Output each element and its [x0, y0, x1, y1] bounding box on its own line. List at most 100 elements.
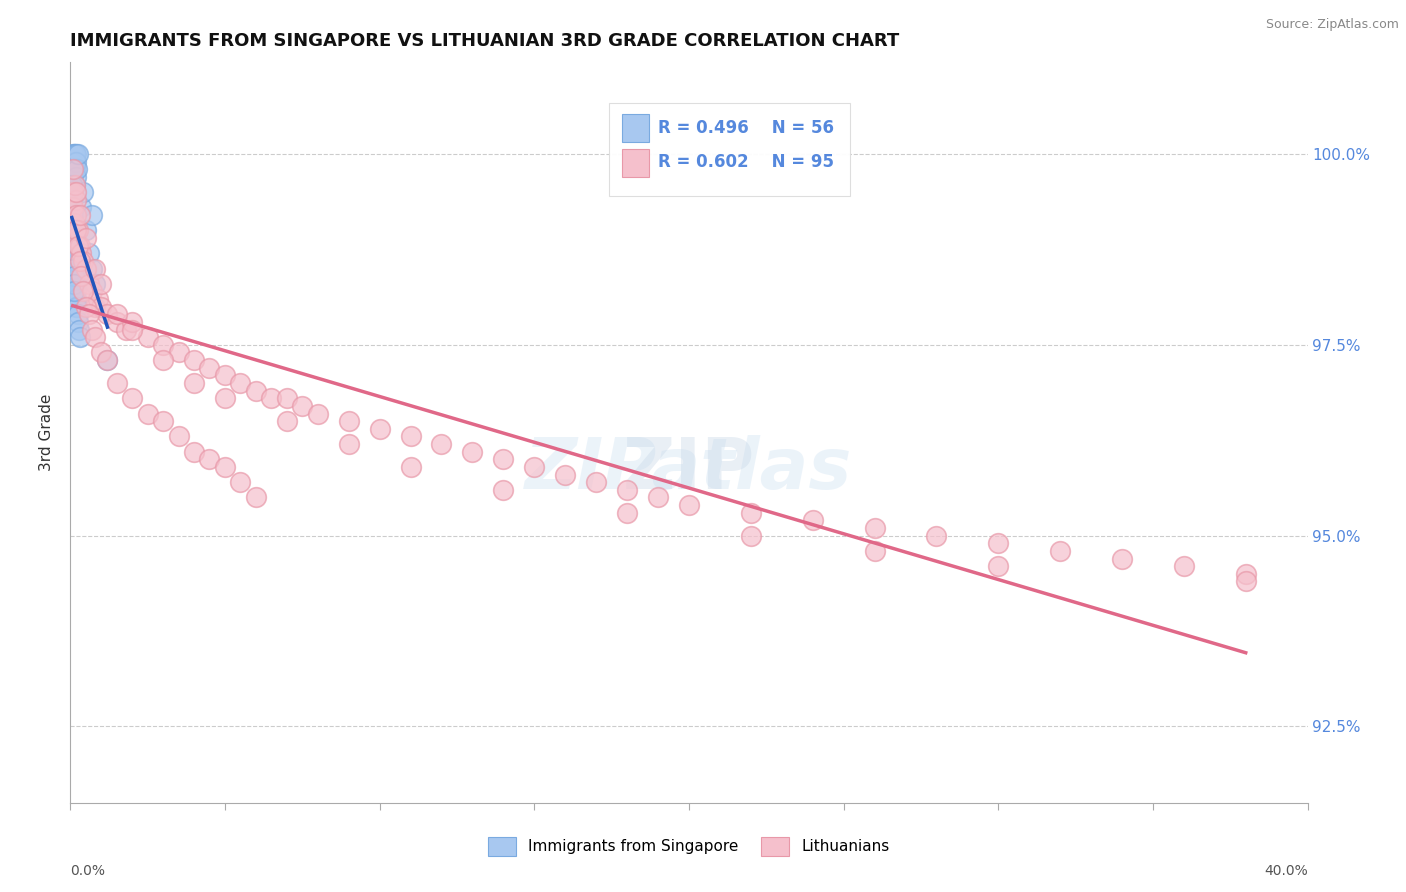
Point	[66, 162, 89, 177]
Point	[167, 429, 190, 443]
Point	[70, 201, 93, 215]
Point	[60, 193, 83, 207]
Point	[72, 285, 94, 299]
Point	[80, 322, 103, 336]
Point	[307, 407, 329, 421]
Point	[1234, 574, 1257, 589]
Point	[152, 414, 174, 428]
Point	[229, 475, 252, 490]
Point	[65, 285, 87, 299]
Point	[63, 285, 86, 299]
Point	[214, 460, 236, 475]
Point	[62, 162, 84, 177]
Point	[87, 292, 110, 306]
Point	[90, 277, 112, 291]
Y-axis label: 3rd Grade: 3rd Grade	[39, 394, 55, 471]
Point	[65, 269, 87, 284]
Point	[183, 376, 205, 390]
Point	[925, 529, 948, 543]
Text: R = 0.602    N = 95: R = 0.602 N = 95	[658, 153, 834, 171]
Point	[801, 513, 824, 527]
Point	[1049, 544, 1071, 558]
Point	[62, 201, 84, 215]
Point	[616, 483, 638, 497]
Point	[554, 467, 576, 482]
Point	[245, 491, 267, 505]
Point	[863, 544, 886, 558]
Point	[96, 307, 118, 321]
Point	[461, 444, 484, 458]
Point	[368, 422, 391, 436]
Point	[115, 322, 138, 336]
Legend: Immigrants from Singapore, Lithuanians: Immigrants from Singapore, Lithuanians	[482, 831, 896, 862]
Point	[67, 223, 90, 237]
Point	[152, 353, 174, 368]
Point	[67, 315, 90, 329]
Point	[65, 185, 87, 199]
Point	[96, 353, 118, 368]
Point	[84, 261, 107, 276]
Point	[60, 201, 83, 215]
Point	[66, 300, 89, 314]
Point	[96, 353, 118, 368]
Point	[276, 391, 298, 405]
Point	[90, 300, 112, 314]
Point	[72, 185, 94, 199]
Point	[105, 307, 128, 321]
Point	[65, 208, 87, 222]
Point	[214, 368, 236, 383]
Text: R = 0.496    N = 56: R = 0.496 N = 56	[658, 119, 834, 136]
Point	[62, 231, 84, 245]
Point	[492, 483, 515, 497]
Point	[62, 201, 84, 215]
Point	[63, 231, 86, 245]
Point	[63, 147, 86, 161]
Bar	[621, 149, 650, 178]
Point	[585, 475, 607, 490]
Point	[62, 253, 84, 268]
Point	[69, 253, 91, 268]
Point	[75, 300, 97, 314]
Point	[62, 185, 84, 199]
Point	[229, 376, 252, 390]
Point	[77, 246, 100, 260]
Point	[63, 261, 86, 276]
Point	[399, 460, 422, 475]
Point	[63, 147, 86, 161]
Point	[136, 330, 159, 344]
Point	[77, 277, 100, 291]
Point	[66, 307, 89, 321]
Point	[75, 231, 97, 245]
Point	[80, 261, 103, 276]
Bar	[621, 114, 650, 143]
Point	[198, 360, 221, 375]
Point	[492, 452, 515, 467]
Point	[67, 238, 90, 252]
Text: 40.0%: 40.0%	[1264, 863, 1308, 878]
Point	[67, 322, 90, 336]
Point	[987, 536, 1010, 550]
Point	[80, 208, 103, 222]
Point	[62, 208, 84, 222]
Point	[260, 391, 283, 405]
Point	[63, 253, 86, 268]
Point	[62, 216, 84, 230]
Point	[70, 269, 93, 284]
Point	[62, 246, 84, 260]
Text: Source: ZipAtlas.com: Source: ZipAtlas.com	[1265, 18, 1399, 31]
Point	[337, 414, 360, 428]
Point	[121, 322, 143, 336]
Point	[62, 223, 84, 237]
Point	[65, 154, 87, 169]
Text: ZIP: ZIP	[623, 435, 755, 504]
Text: 0.0%: 0.0%	[70, 863, 105, 878]
Point	[62, 238, 84, 252]
Point	[1173, 559, 1195, 574]
Point	[63, 277, 86, 291]
Point	[152, 338, 174, 352]
Point	[523, 460, 546, 475]
Point	[65, 169, 87, 184]
Point	[430, 437, 453, 451]
Point	[69, 238, 91, 252]
Point	[63, 154, 86, 169]
